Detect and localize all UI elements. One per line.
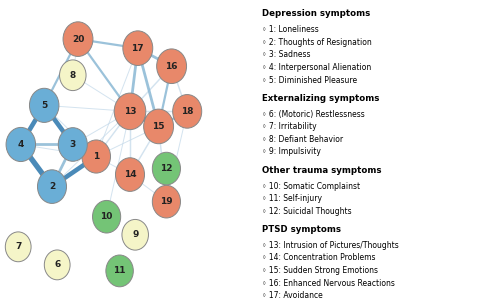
Text: 1: 1	[93, 152, 100, 161]
Circle shape	[172, 95, 202, 128]
Text: 18: 18	[181, 107, 194, 116]
Text: 9: 9	[132, 230, 138, 239]
Circle shape	[116, 158, 144, 191]
Circle shape	[82, 140, 110, 173]
Text: 14: 14	[124, 170, 136, 179]
Text: 19: 19	[160, 197, 172, 206]
Text: 10: 10	[100, 212, 113, 221]
Text: ◦ 9: Impulsivity: ◦ 9: Impulsivity	[262, 147, 322, 157]
Text: ◦ 7: Irritability: ◦ 7: Irritability	[262, 122, 317, 131]
Text: ◦ 12: Suicidal Thoughts: ◦ 12: Suicidal Thoughts	[262, 207, 352, 216]
Text: 2: 2	[49, 182, 55, 191]
Circle shape	[114, 93, 146, 130]
Circle shape	[156, 49, 186, 84]
Text: 8: 8	[70, 71, 76, 80]
Text: ◦ 16: Enhanced Nervous Reactions: ◦ 16: Enhanced Nervous Reactions	[262, 279, 396, 288]
Text: 16: 16	[166, 62, 178, 71]
Text: 17: 17	[132, 44, 144, 53]
Text: ◦ 5: Diminished Pleasure: ◦ 5: Diminished Pleasure	[262, 76, 358, 85]
Circle shape	[152, 152, 180, 185]
Circle shape	[58, 128, 87, 161]
Text: ◦ 3: Sadness: ◦ 3: Sadness	[262, 50, 311, 59]
Circle shape	[92, 200, 120, 233]
Text: 7: 7	[15, 242, 22, 251]
Text: 5: 5	[41, 101, 48, 110]
Text: ◦ 6: (Motoric) Restlessness: ◦ 6: (Motoric) Restlessness	[262, 110, 365, 119]
Text: Externalizing symptoms: Externalizing symptoms	[262, 94, 380, 103]
Text: 12: 12	[160, 164, 172, 173]
Text: ◦ 10: Somatic Complainst: ◦ 10: Somatic Complainst	[262, 182, 360, 191]
Text: 13: 13	[124, 107, 136, 116]
Circle shape	[152, 185, 180, 218]
Text: ◦ 17: Avoidance: ◦ 17: Avoidance	[262, 291, 323, 300]
Circle shape	[6, 232, 31, 262]
Circle shape	[60, 60, 86, 91]
Text: 11: 11	[114, 266, 126, 275]
Text: ◦ 1: Loneliness: ◦ 1: Loneliness	[262, 25, 320, 34]
Text: PTSD symptoms: PTSD symptoms	[262, 225, 342, 234]
Circle shape	[44, 250, 70, 280]
Text: ◦ 11: Self-injury: ◦ 11: Self-injury	[262, 194, 322, 203]
Text: Depression symptoms: Depression symptoms	[262, 9, 371, 18]
Circle shape	[30, 88, 59, 123]
Text: ◦ 4: Interpersonal Alienation: ◦ 4: Interpersonal Alienation	[262, 63, 372, 72]
Text: 3: 3	[70, 140, 76, 149]
Text: ◦ 8: Defiant Behavior: ◦ 8: Defiant Behavior	[262, 135, 344, 144]
Text: 20: 20	[72, 35, 84, 44]
Text: ◦ 13: Intrusion of Pictures/Thoughts: ◦ 13: Intrusion of Pictures/Thoughts	[262, 241, 399, 250]
Circle shape	[63, 22, 93, 57]
Text: 4: 4	[18, 140, 24, 149]
Circle shape	[123, 31, 153, 66]
Circle shape	[122, 219, 148, 250]
Circle shape	[106, 255, 134, 287]
Text: ◦ 15: Sudden Strong Emotions: ◦ 15: Sudden Strong Emotions	[262, 266, 378, 275]
Text: ◦ 14: Concentration Problems: ◦ 14: Concentration Problems	[262, 253, 376, 262]
Circle shape	[144, 109, 174, 144]
Text: ◦ 2: Thoughts of Resignation: ◦ 2: Thoughts of Resignation	[262, 38, 372, 47]
Text: Other trauma symptoms: Other trauma symptoms	[262, 166, 382, 175]
Circle shape	[6, 127, 36, 162]
Circle shape	[38, 170, 66, 203]
Text: 6: 6	[54, 260, 60, 269]
Text: 15: 15	[152, 122, 165, 131]
